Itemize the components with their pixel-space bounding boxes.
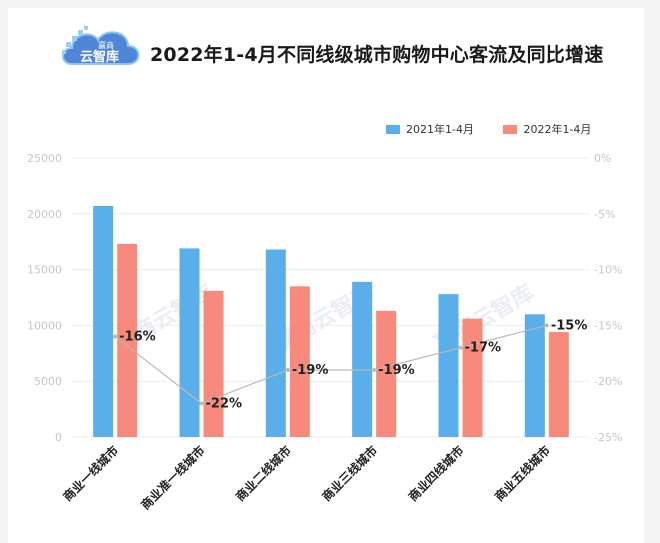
bar-2021-1 [179,248,200,437]
y-left-tick: 0 [55,431,62,444]
y-right-tick: 0% [594,152,611,165]
legend: 2021年1-4月 2022年1-4月 [386,121,617,137]
legend-swatch-2021 [386,125,400,134]
growth-label-5: -15% [551,318,588,333]
bar-2021-2 [265,249,286,437]
chart-title: 2022年1-4月不同线级城市购物中心客流及同比增速 [150,44,604,66]
growth-point-1 [199,401,204,406]
x-tick-label: 商业三线城市 [319,443,381,505]
y-right-tick: -5% [594,208,615,221]
logo-line2: 云智库 [80,49,119,65]
y-left-tick: 20000 [27,208,62,221]
growth-point-2 [285,368,290,373]
y-right-tick: -20% [594,375,622,388]
bar-2021-3 [352,281,373,437]
bar-2022-3 [376,310,397,437]
growth-label-2: -19% [292,363,329,378]
bar-2021-0 [93,205,114,437]
legend-item-2022: 2022年1-4月 [503,121,591,137]
y-left-tick: 5000 [34,375,62,388]
growth-label-1: -22% [206,397,243,412]
x-tick-label: 商业一线城市 [60,443,122,505]
bar-2022-0 [117,243,138,437]
logo-line1: 赢商 [98,40,114,50]
y-right-tick: -25% [594,431,622,444]
y-left-tick: 10000 [27,319,62,332]
y-left-tick: 15000 [27,264,62,277]
logo: 赢商 云智库 [62,26,140,65]
x-tick-label: 商业准一线城市 [138,443,208,513]
legend-swatch-2022 [503,125,518,134]
x-tick-label: 商业五线城市 [491,443,553,505]
y-right-tick: -10% [594,264,622,277]
growth-point-4 [458,345,463,350]
growth-line [114,324,547,405]
bar-2021-5 [524,314,545,437]
growth-point-0 [113,334,118,339]
legend-label-2021: 2021年1-4月 [406,123,474,136]
y-left-tick: 25000 [27,152,62,165]
growth-label-3: -19% [378,363,415,378]
legend-item-2021: 2021年1-4月 [386,121,474,137]
chart-card [8,8,644,543]
y-right-tick: -15% [594,319,622,332]
bar-2022-1 [203,290,224,437]
x-tick-label: 商业四线城市 [405,443,467,505]
x-tick-label: 商业二线城市 [232,443,294,505]
legend-label-2022: 2022年1-4月 [523,123,592,136]
bar-2022-5 [548,332,569,437]
growth-point-3 [372,368,377,373]
bar-2022-4 [462,318,483,437]
growth-label-0: -16% [119,330,156,345]
bar-2022-2 [289,286,310,437]
growth-label-4: -17% [465,341,502,356]
bar-2021-4 [438,294,459,437]
growth-point-5 [544,323,549,328]
